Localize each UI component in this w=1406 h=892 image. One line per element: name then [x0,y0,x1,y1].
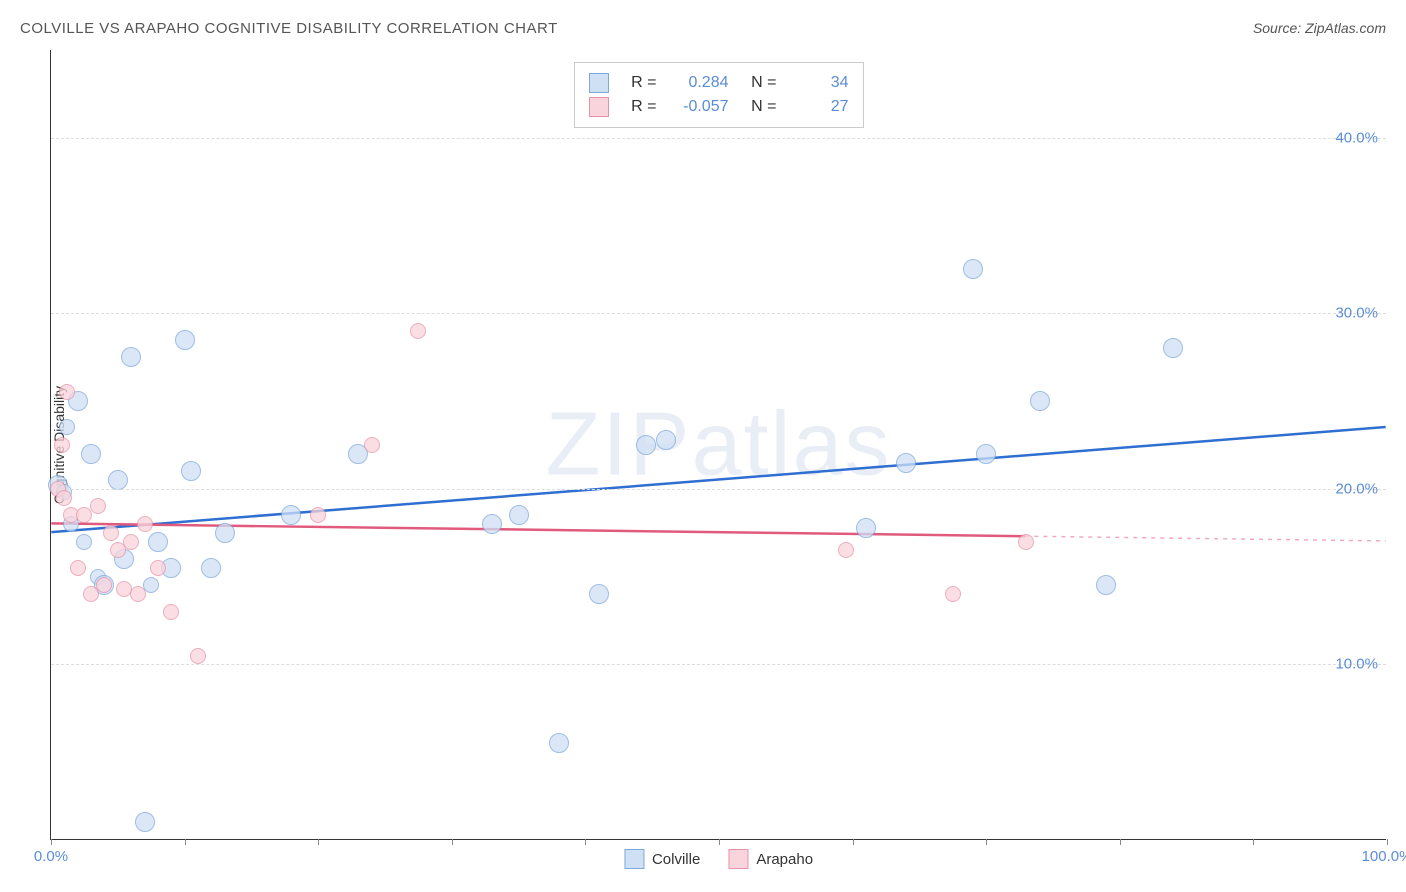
x-tick [1387,839,1388,845]
x-tick [853,839,854,845]
legend-item-colville: Colville [624,849,700,869]
swatch-colville [624,849,644,869]
point-colville [215,523,235,543]
point-arapaho [59,384,75,400]
x-tick [719,839,720,845]
point-arapaho [54,437,70,453]
swatch-arapaho [728,849,748,869]
gridline [51,138,1386,139]
x-tick [185,839,186,845]
point-arapaho [364,437,380,453]
point-arapaho [56,490,72,506]
point-colville [148,532,168,552]
point-colville [509,505,529,525]
point-arapaho [130,586,146,602]
x-tick [1253,839,1254,845]
point-colville [81,444,101,464]
chart-title: COLVILLE VS ARAPAHO COGNITIVE DISABILITY… [20,20,558,37]
x-tick-label: 100.0% [1362,848,1406,865]
point-colville [963,259,983,279]
y-tick-label: 40.0% [1335,129,1378,146]
point-arapaho [838,542,854,558]
point-arapaho [310,507,326,523]
point-colville [1096,575,1116,595]
y-tick-label: 10.0% [1335,656,1378,673]
point-colville [121,347,141,367]
correlation-scatter-chart: COLVILLE VS ARAPAHO COGNITIVE DISABILITY… [0,0,1406,892]
point-colville [76,534,92,550]
point-arapaho [90,498,106,514]
source-attribution: Source: ZipAtlas.com [1253,20,1386,36]
legend-label-colville: Colville [652,851,700,868]
x-tick [452,839,453,845]
point-colville [181,461,201,481]
scatter-points [51,50,1386,839]
point-arapaho [103,525,119,541]
point-colville [135,812,155,832]
point-arapaho [945,586,961,602]
legend-item-arapaho: Arapaho [728,849,813,869]
point-colville [201,558,221,578]
point-arapaho [96,577,112,593]
point-arapaho [1018,534,1034,550]
y-tick-label: 30.0% [1335,305,1378,322]
gridline [51,313,1386,314]
x-tick-label: 0.0% [34,848,68,865]
x-tick [986,839,987,845]
point-colville [856,518,876,538]
gridline [51,489,1386,490]
point-colville [108,470,128,490]
point-colville [59,419,75,435]
point-arapaho [70,560,86,576]
point-colville [636,435,656,455]
point-arapaho [137,516,153,532]
title-bar: COLVILLE VS ARAPAHO COGNITIVE DISABILITY… [20,16,1386,40]
point-arapaho [190,648,206,664]
x-tick [318,839,319,845]
point-colville [175,330,195,350]
point-arapaho [163,604,179,620]
y-tick-label: 20.0% [1335,480,1378,497]
point-colville [589,584,609,604]
x-tick [51,839,52,845]
point-colville [1163,338,1183,358]
series-legend: Colville Arapaho [624,849,813,869]
x-tick [585,839,586,845]
point-colville [656,430,676,450]
point-arapaho [410,323,426,339]
point-arapaho [150,560,166,576]
x-tick [1120,839,1121,845]
point-colville [549,733,569,753]
legend-label-arapaho: Arapaho [756,851,813,868]
point-colville [281,505,301,525]
gridline [51,664,1386,665]
point-colville [896,453,916,473]
point-colville [976,444,996,464]
point-colville [482,514,502,534]
plot-area: Cognitive Disability ZIPatlas R = 0.284 … [50,50,1386,840]
point-arapaho [123,534,139,550]
point-colville [143,577,159,593]
point-colville [1030,391,1050,411]
